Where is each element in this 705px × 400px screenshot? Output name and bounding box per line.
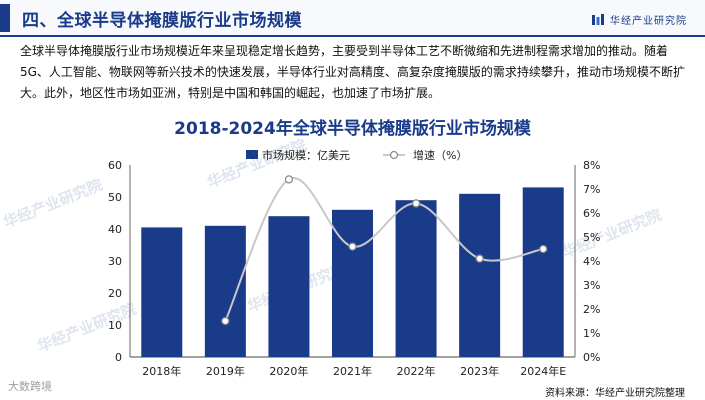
- y-right-tick-label: 4%: [583, 255, 600, 268]
- x-tick-label: 2018年: [142, 364, 181, 378]
- watermark-text: 华经产业研究院: [1, 176, 105, 232]
- bar-2021年: [332, 209, 373, 357]
- corner-watermark: 大数跨境: [8, 380, 52, 393]
- bar-2022年: [395, 200, 437, 357]
- bar-2024年E: [522, 187, 564, 357]
- x-tick-label: 2024年E: [520, 364, 566, 378]
- watermark-text: 华经产业研究院: [205, 136, 309, 192]
- brand-logo-text: 华经产业研究院: [610, 16, 687, 27]
- y-left-tick-label: 40: [108, 223, 122, 236]
- y-left-tick-label: 60: [108, 159, 122, 172]
- y-right-tick-label: 5%: [583, 231, 600, 244]
- brand-logo-icon: [592, 13, 604, 25]
- growth-point: [284, 175, 294, 184]
- growth-point: [411, 199, 421, 208]
- growth-point: [221, 316, 230, 326]
- y-left-tick-label: 10: [108, 319, 122, 332]
- y-left-tick-label: 20: [108, 287, 122, 300]
- y-right-tick-label: 8%: [583, 159, 600, 172]
- legend-line-marker: [389, 150, 399, 160]
- bar-2020年: [268, 216, 310, 357]
- y-left-tick-label: 50: [108, 191, 122, 204]
- growth-point: [475, 254, 484, 263]
- x-tick-label: 2021年: [333, 364, 372, 378]
- watermark-text: 华经产业研究院: [35, 300, 139, 356]
- y-right-tick-label: 2%: [583, 303, 600, 316]
- y-right-tick-label: 0%: [583, 351, 600, 364]
- bar-2023年: [459, 193, 501, 357]
- legend-line-label: 增速（%）: [413, 148, 467, 162]
- header-divider: [0, 35, 705, 37]
- legend-bar-swatch: [246, 150, 258, 159]
- source-note: 资料来源：华经产业研究院整理: [545, 388, 685, 399]
- page-title: 四、全球半导体掩膜版行业市场规模: [22, 11, 302, 31]
- x-tick-label: 2019年: [206, 364, 245, 378]
- legend-bar-label: 市场规模：亿美元: [262, 148, 350, 162]
- chart-title: 2018-2024年全球半导体掩膜版行业市场规模: [174, 119, 531, 139]
- header-band: 四、全球半导体掩膜版行业市场规模 华经产业研究院: [0, 0, 705, 37]
- growth-point: [539, 244, 548, 254]
- y-right-tick-label: 1%: [583, 327, 600, 340]
- bar-2019年: [204, 225, 246, 357]
- x-tick-label: 2023年: [460, 364, 499, 378]
- bar-2018年: [141, 227, 183, 357]
- header-accent-bar: [0, 4, 10, 32]
- intro-paragraph: 全球半导体掩膜版行业市场规模近年来呈现稳定增长趋势，主要受到半导体工艺不断微缩和…: [20, 44, 685, 100]
- x-tick-label: 2020年: [269, 364, 308, 378]
- x-tick-label: 2022年: [397, 364, 436, 378]
- y-left-tick-label: 30: [108, 255, 122, 268]
- y-right-tick-label: 3%: [583, 279, 600, 292]
- y-right-tick-label: 6%: [583, 207, 600, 220]
- y-left-tick-label: 0: [115, 351, 122, 364]
- growth-point: [348, 242, 357, 251]
- y-right-tick-label: 7%: [583, 183, 600, 196]
- brand-logo: 华经产业研究院: [592, 12, 687, 27]
